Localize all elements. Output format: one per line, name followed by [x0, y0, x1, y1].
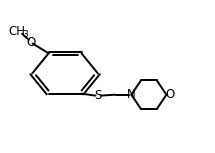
- Text: N: N: [127, 88, 136, 101]
- Text: O: O: [26, 35, 35, 49]
- Text: CH: CH: [8, 25, 25, 38]
- Text: O: O: [165, 88, 174, 101]
- Text: 3: 3: [22, 30, 28, 39]
- Text: S: S: [94, 89, 102, 102]
